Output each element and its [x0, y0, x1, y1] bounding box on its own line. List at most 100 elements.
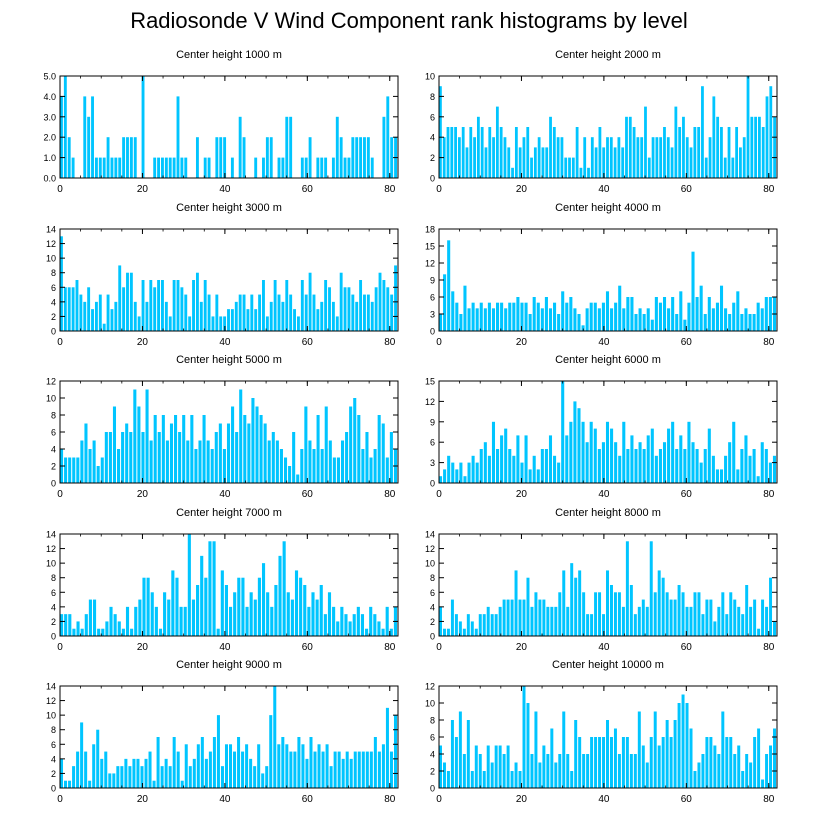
panel-3-bar — [133, 301, 137, 331]
panel-1-bar — [157, 157, 161, 178]
panel-10-bar — [490, 762, 494, 788]
panel-6-bar — [658, 449, 662, 483]
panel-10-bar — [538, 762, 542, 788]
panel-9-bar — [104, 751, 108, 788]
panel-5-bar — [377, 415, 381, 483]
panel-4-bar — [736, 291, 740, 331]
panel-7-bar — [278, 555, 282, 636]
panel-1-bar — [118, 157, 122, 178]
panel-3-bar — [141, 280, 145, 331]
panel-2-bar — [549, 116, 552, 178]
panel-2-bar — [689, 147, 693, 178]
panel-2-bar — [685, 137, 689, 178]
panel-3-bar — [277, 294, 281, 331]
panel-10-bar — [617, 754, 621, 788]
panel-10-bar — [625, 737, 629, 788]
panel-6-xtick-label: 0 — [436, 489, 442, 500]
panel-1-bar — [265, 137, 269, 178]
panel-3-bar — [195, 272, 199, 331]
panel-1-bar — [215, 137, 219, 178]
panel-8-title: Center height 8000 m — [555, 507, 661, 519]
panel-6-bar — [662, 442, 667, 483]
panel-3-bar — [273, 280, 277, 331]
panel-7-bar — [171, 570, 175, 636]
panel-3-bar — [215, 294, 219, 331]
panel-5-bar — [340, 440, 345, 483]
panel-6-bar — [577, 408, 581, 483]
panel-10-bar — [506, 745, 510, 788]
panel-3-bar — [265, 316, 269, 331]
panel-7-bar — [80, 628, 84, 636]
panel-6-bar — [524, 435, 528, 483]
panel-6-bar — [679, 435, 683, 483]
panel-9-bar — [353, 751, 357, 788]
panel-6-bar — [569, 421, 573, 483]
panel-7-bar — [191, 599, 196, 636]
panel-8-bar — [562, 570, 566, 636]
panel-6-bar — [719, 469, 724, 483]
panel-10-ytick-label: 10 — [425, 699, 435, 709]
panel-6-ytick-label: 15 — [425, 377, 435, 387]
panel-5-bar — [72, 457, 76, 483]
panel-1-bar — [223, 137, 227, 178]
panel-8-bar — [494, 614, 498, 636]
panel-2-bar — [492, 137, 495, 178]
panel-4-bar — [504, 308, 508, 331]
panel-8-ytick-label: 4 — [430, 602, 435, 612]
panel-2-bar — [701, 86, 704, 178]
panel-8-bar — [617, 592, 621, 636]
panel-6-bar — [479, 449, 483, 483]
panel-6-bar — [451, 462, 455, 483]
panel-1-bar — [172, 157, 176, 178]
panel-7-ytick-label: 8 — [51, 573, 56, 583]
panel-5-bar — [288, 466, 292, 483]
panel-3-bar — [199, 301, 203, 331]
panel-2-bar — [632, 127, 636, 178]
panel-7-bar — [101, 628, 105, 636]
panel-9-bar — [245, 744, 249, 788]
panel-2-bar — [750, 116, 754, 178]
panel-4-bar — [475, 308, 479, 331]
panel-9-bar — [297, 737, 301, 788]
panel-2-bar — [663, 127, 666, 178]
figure-title: Radiosonde V Wind Component rank histogr… — [130, 8, 688, 33]
panel-8-bar — [558, 592, 562, 636]
panel-10-bar — [578, 737, 582, 788]
panel-10-bar — [733, 754, 737, 788]
panel-8-bar — [641, 599, 645, 636]
panel-6-bar — [707, 428, 711, 483]
panel-1-bar — [67, 137, 71, 178]
panel-6-bar — [715, 469, 719, 483]
panel-9-bar — [241, 751, 245, 788]
panel-9-bar — [341, 758, 345, 788]
panel-6-bar — [768, 462, 772, 483]
panel-10-bar — [478, 754, 482, 788]
panel-6-bar — [736, 469, 740, 483]
panel-10-bar — [737, 745, 741, 788]
panel-8-bar — [749, 606, 753, 636]
panel-3-xtick-label: 20 — [137, 337, 149, 348]
panel-2-bar — [484, 147, 488, 178]
panel-4-bar — [642, 314, 646, 331]
panel-6-xtick-label: 60 — [681, 489, 693, 500]
panel-9-bar — [176, 751, 180, 788]
panel-1-bar — [184, 157, 188, 178]
panel-10-bar — [546, 754, 550, 788]
panel-1-bar — [343, 157, 347, 178]
panel-8-bar — [665, 592, 669, 636]
panel-4-bar — [540, 308, 544, 331]
panel-2-ytick-label: 10 — [425, 72, 435, 82]
panel-5-bar — [178, 432, 182, 483]
panel-2-bar — [769, 86, 773, 178]
panel-10-bar — [590, 737, 594, 788]
panel-10-bar — [641, 745, 645, 788]
panel-8-bar — [661, 577, 665, 636]
panel-9-bar — [88, 780, 92, 788]
panel-5-bar — [243, 415, 247, 483]
panel-3-bar — [281, 301, 285, 331]
panel-4-bar — [638, 308, 642, 331]
panel-2-frame — [438, 75, 778, 179]
panel-3-bar — [114, 301, 118, 331]
panel-5-bar — [80, 440, 84, 483]
panel-8-bar — [705, 599, 709, 636]
